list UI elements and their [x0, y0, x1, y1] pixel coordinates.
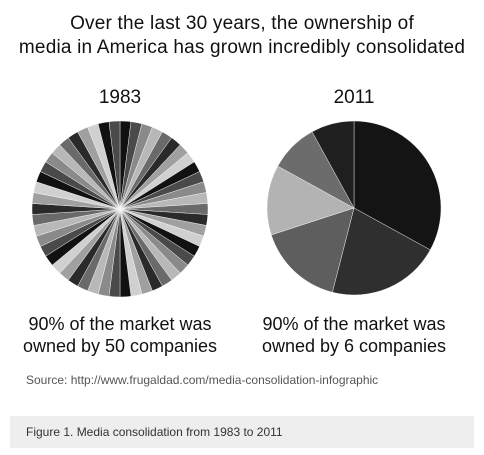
- caption-2011: 90% of the market was owned by 6 compani…: [244, 313, 464, 357]
- pie-title-1983: 1983: [98, 87, 142, 108]
- pie-2011-slice-1: [353, 120, 442, 251]
- pie-title-2011: 2011: [333, 87, 375, 108]
- source-credit: Source: http://www.frugaldad.com/media-c…: [26, 373, 379, 387]
- headline-line-2: media in America has grown incredibly co…: [18, 37, 466, 58]
- pie-chart-1983: [31, 120, 209, 298]
- pie-2011-slice-6: [311, 120, 355, 209]
- pie-2011-slice-4: [266, 165, 355, 236]
- caption-1983-line-1: 90% of the market was: [28, 314, 212, 334]
- caption-2011-line-2: owned by 6 companies: [261, 336, 447, 356]
- pie-1983-slice-50: [108, 120, 121, 210]
- pie-chart-2011: [266, 120, 442, 296]
- pie-2011-slice-3: [271, 207, 355, 293]
- caption-1983-line-2: owned by 50 companies: [22, 336, 218, 356]
- caption-2011-line-1: 90% of the market was: [262, 314, 446, 334]
- headline-line-1: Over the last 30 years, the ownership of: [70, 13, 414, 34]
- figure-caption: Figure 1. Media consolidation from 1983 …: [10, 416, 474, 448]
- headline: Over the last 30 years, the ownership of…: [0, 12, 484, 60]
- caption-1983: 90% of the market was owned by 50 compan…: [10, 313, 230, 357]
- pie-2011-slice-2: [332, 207, 431, 296]
